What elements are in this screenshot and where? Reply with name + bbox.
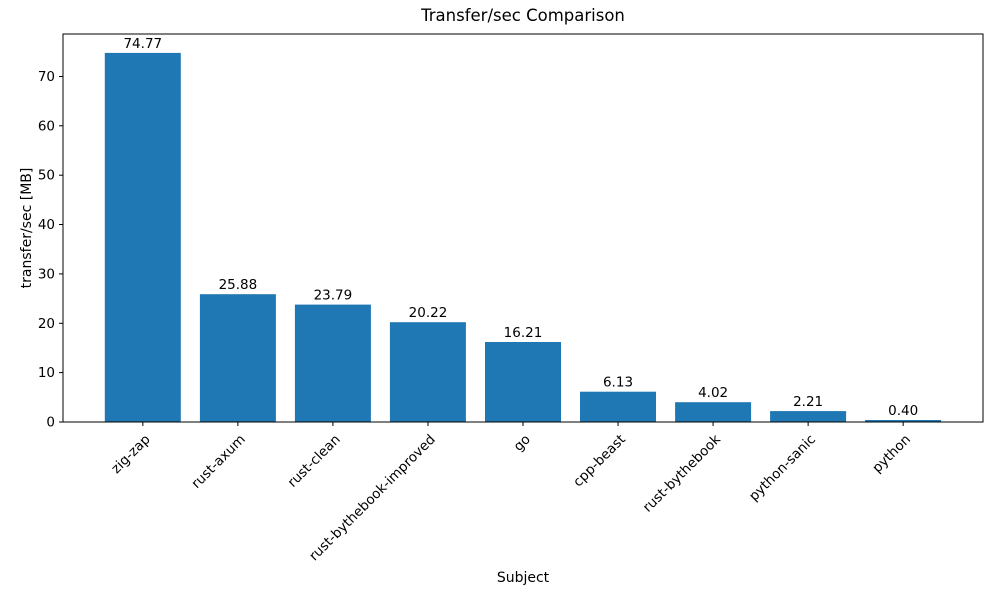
bar-rust-bythebook [675, 402, 752, 422]
x-tick-label-rust-bythebook: rust-bythebook [640, 431, 724, 515]
x-tick-label-python-sanic: python-sanic [746, 432, 819, 505]
bar-go [485, 342, 561, 422]
y-tick-label-50: 50 [38, 168, 55, 184]
y-tick-label-60: 60 [38, 118, 55, 134]
bar-python-sanic [770, 411, 847, 422]
x-tick-label-rust-axum: rust-axum [188, 432, 248, 492]
bar-value-label-cpp-beast: 6.13 [603, 375, 633, 391]
bar-value-label-rust-bythebook-improved: 20.22 [409, 305, 448, 321]
bar-value-label-rust-bythebook: 4.02 [698, 385, 728, 401]
x-tick-label-python: python [869, 432, 914, 477]
bar-rust-clean [294, 304, 371, 422]
x-tick-label-go: go [511, 432, 534, 455]
y-tick-label-70: 70 [38, 69, 55, 85]
bar-cpp-beast [580, 391, 656, 422]
x-tick-label-zig-zap: zig-zap [108, 432, 153, 477]
bar-value-label-rust-clean: 23.79 [314, 288, 353, 304]
bar-value-label-python: 0.40 [888, 403, 918, 419]
chart-title: Transfer/sec Comparison [420, 6, 625, 25]
plot-frame [62, 33, 984, 423]
bar-rust-bythebook-improved [389, 322, 466, 422]
bar-python [865, 420, 942, 422]
bar-value-label-go: 16.21 [504, 325, 543, 341]
y-axis-group: 0 10 20 30 40 50 60 70 [38, 69, 63, 431]
y-tick-label-30: 30 [38, 266, 55, 282]
y-tick-label-40: 40 [38, 217, 55, 233]
y-tick-label-10: 10 [38, 365, 55, 381]
bar-zig-zap [104, 52, 181, 423]
x-tick-label-rust-clean: rust-clean [285, 432, 344, 491]
y-tick-label-20: 20 [38, 316, 55, 332]
y-tick-label-0: 0 [46, 415, 55, 431]
bar-value-label-python-sanic: 2.21 [793, 394, 823, 410]
x-axis-group: zig-zap rust-axum rust-clean rust-bythebook… [108, 422, 914, 564]
x-tick-label-cpp-beast: cpp-beast [570, 432, 629, 491]
bar-value-label-rust-axum: 25.88 [219, 277, 258, 293]
x-axis-label: Subject [497, 570, 550, 586]
bar-rust-axum [199, 294, 276, 422]
bars-group: 74.77 25.88 23.79 20.22 16.21 6.13 4.02 2.21 0.4… [104, 36, 942, 423]
y-axis-label: transfer/sec [MB] [19, 168, 35, 289]
bar-value-label-zig-zap: 74.77 [123, 36, 162, 52]
